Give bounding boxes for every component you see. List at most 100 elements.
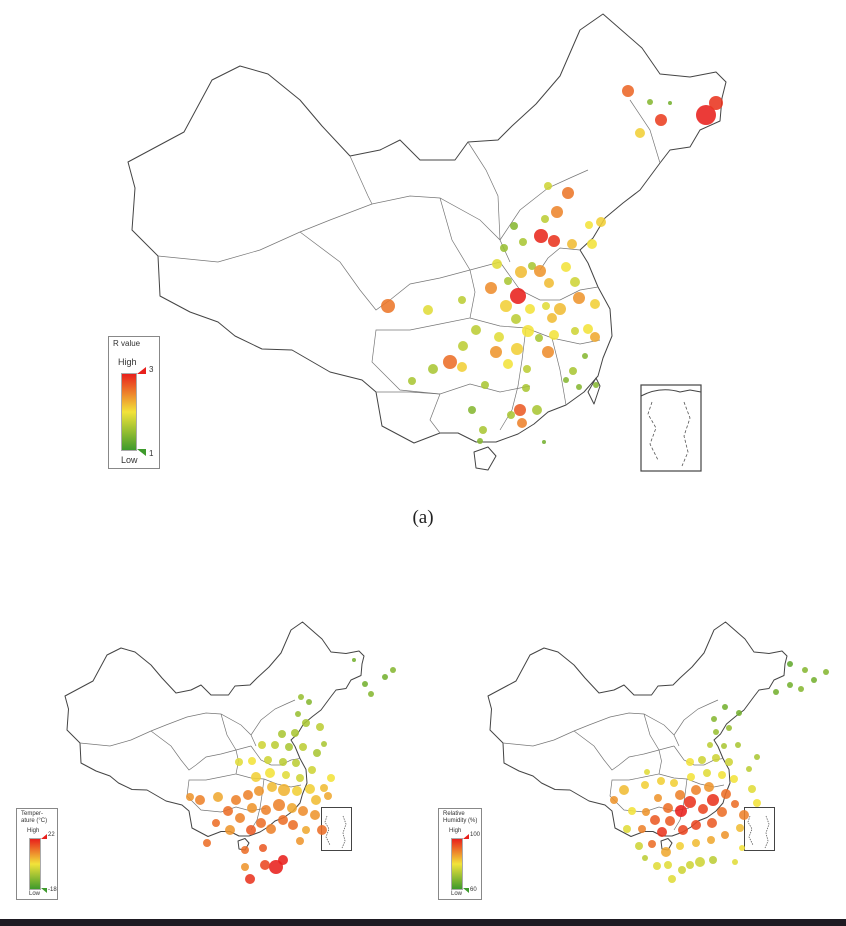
station-marker xyxy=(668,875,676,883)
legend-max-marker xyxy=(41,834,47,839)
station-marker xyxy=(641,781,649,789)
station-marker xyxy=(519,238,527,246)
station-marker xyxy=(302,719,310,727)
station-marker xyxy=(273,799,285,811)
station-marker xyxy=(515,266,527,278)
legend-max-value: 3 xyxy=(149,365,154,374)
station-marker xyxy=(721,743,727,749)
station-marker xyxy=(287,803,297,813)
station-marker xyxy=(686,861,694,869)
station-marker xyxy=(261,805,271,815)
station-marker xyxy=(485,282,497,294)
station-marker xyxy=(698,756,706,764)
station-marker xyxy=(296,837,304,845)
station-marker xyxy=(235,813,245,823)
station-marker xyxy=(362,681,368,687)
station-marker xyxy=(310,810,320,820)
station-marker xyxy=(698,804,708,814)
legend-title: Relative Humidity (%) xyxy=(443,811,478,824)
station-marker xyxy=(320,784,328,792)
station-marker xyxy=(522,325,534,337)
station-marker xyxy=(492,259,502,269)
station-marker xyxy=(549,330,559,340)
station-marker xyxy=(587,239,597,249)
station-marker xyxy=(514,404,526,416)
legend-color-bar xyxy=(121,373,137,451)
station-marker xyxy=(687,773,695,781)
station-marker xyxy=(316,723,324,731)
legend-max-marker xyxy=(463,834,469,839)
south-china-sea-inset xyxy=(640,384,702,472)
legend-min-value: 60 xyxy=(470,887,477,893)
station-marker xyxy=(248,757,256,765)
station-marker xyxy=(246,825,256,835)
map-outline xyxy=(64,621,365,851)
station-marker xyxy=(535,334,543,342)
station-marker xyxy=(423,305,433,315)
station-marker xyxy=(479,426,487,434)
station-marker xyxy=(739,810,749,820)
station-marker xyxy=(730,775,738,783)
station-marker xyxy=(655,114,667,126)
r-value-markers xyxy=(381,85,723,444)
station-marker xyxy=(731,800,739,808)
station-marker xyxy=(241,863,249,871)
station-marker xyxy=(570,277,580,287)
station-marker xyxy=(500,300,512,312)
station-marker xyxy=(787,682,793,688)
station-marker xyxy=(678,825,688,835)
station-marker xyxy=(547,313,557,323)
station-marker xyxy=(571,327,579,335)
station-marker xyxy=(678,866,686,874)
station-marker xyxy=(231,795,241,805)
station-marker xyxy=(623,825,631,833)
china-map-r-value xyxy=(127,13,727,472)
station-marker xyxy=(271,741,279,749)
station-marker xyxy=(544,182,552,190)
legend-color-bar xyxy=(29,838,41,890)
station-marker xyxy=(408,377,416,385)
station-marker xyxy=(258,741,266,749)
station-marker xyxy=(554,303,566,315)
station-marker xyxy=(732,859,738,865)
station-marker xyxy=(802,667,808,673)
station-marker xyxy=(311,795,321,805)
station-marker xyxy=(695,857,705,867)
map-outline xyxy=(127,13,727,471)
station-marker xyxy=(542,346,554,358)
station-marker xyxy=(739,845,745,851)
station-marker xyxy=(285,743,293,751)
station-marker xyxy=(635,842,643,850)
station-marker xyxy=(691,785,701,795)
station-marker xyxy=(507,411,515,419)
station-marker xyxy=(203,839,211,847)
station-marker xyxy=(709,856,717,864)
station-marker xyxy=(735,742,741,748)
station-marker xyxy=(494,332,504,342)
station-marker xyxy=(593,382,599,388)
station-marker xyxy=(726,725,732,731)
station-marker xyxy=(542,302,550,310)
station-marker xyxy=(707,794,719,806)
station-marker xyxy=(503,359,513,369)
station-marker xyxy=(650,815,660,825)
station-marker xyxy=(213,792,223,802)
legend-low-label: Low xyxy=(29,891,41,897)
station-marker xyxy=(292,786,302,796)
station-marker xyxy=(691,820,701,830)
station-marker xyxy=(313,749,321,757)
station-marker xyxy=(642,855,648,861)
station-marker xyxy=(787,661,793,667)
station-marker xyxy=(382,674,388,680)
station-marker xyxy=(223,806,233,816)
station-marker xyxy=(675,805,687,817)
legend-max-marker xyxy=(137,367,146,374)
station-marker xyxy=(563,377,569,383)
station-marker xyxy=(707,836,715,844)
station-marker xyxy=(295,711,301,717)
station-marker xyxy=(265,768,275,778)
station-marker xyxy=(235,758,243,766)
station-marker xyxy=(428,364,438,374)
station-marker xyxy=(299,743,307,751)
station-marker xyxy=(748,785,756,793)
